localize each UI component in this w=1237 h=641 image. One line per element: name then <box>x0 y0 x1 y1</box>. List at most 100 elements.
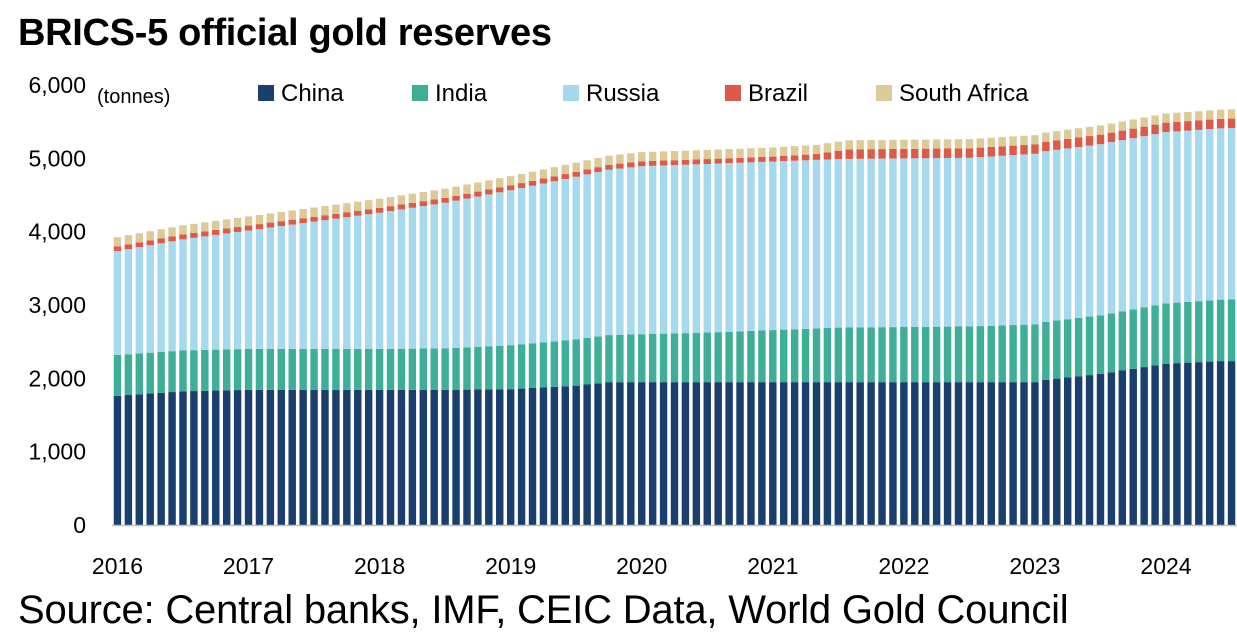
bar-south-africa <box>485 180 493 190</box>
bar-india <box>867 327 875 383</box>
bar-brazil <box>572 171 580 177</box>
bar-brazil <box>714 158 722 164</box>
bar-brazil <box>212 230 220 235</box>
y-axis: 0 1,000 2,000 3,000 4,000 5,000 6,000 <box>28 72 86 538</box>
bar-russia <box>889 158 897 328</box>
bar-brazil <box>1063 138 1072 149</box>
bar-brazil <box>900 148 908 159</box>
legend-swatch <box>876 85 892 101</box>
bar-brazil <box>692 159 701 165</box>
bar-russia <box>201 236 209 350</box>
bar-india <box>441 348 449 390</box>
bar-south-africa <box>463 184 471 194</box>
bar-brazil <box>845 149 853 159</box>
bar-russia <box>124 249 133 355</box>
bar-india <box>1173 302 1181 364</box>
bar-russia <box>474 196 482 347</box>
bar-china <box>943 382 952 525</box>
bar-south-africa <box>1096 125 1105 135</box>
bar-south-africa <box>1205 110 1214 120</box>
bar-south-africa <box>550 167 559 177</box>
bar-india <box>463 347 471 390</box>
bar-south-africa <box>190 223 198 233</box>
bar-south-africa <box>124 235 133 245</box>
bar-india <box>255 348 264 390</box>
bar-russia <box>801 160 810 329</box>
bar-india <box>998 325 1006 383</box>
bar-russia <box>1118 140 1127 312</box>
bar-india <box>430 348 438 390</box>
bar-china <box>638 382 646 525</box>
bar-india <box>812 328 821 383</box>
bar-china <box>212 390 220 525</box>
bar-south-africa <box>222 219 231 229</box>
bar-china <box>976 382 985 525</box>
bar-china <box>299 389 307 525</box>
bar-china <box>201 390 209 525</box>
bar-south-africa <box>1195 111 1203 121</box>
bar-south-africa <box>1107 123 1116 133</box>
bar-brazil <box>299 218 307 224</box>
bar-india <box>954 326 963 383</box>
bar-south-africa <box>889 139 897 149</box>
bar-china <box>1195 362 1203 525</box>
bar-russia <box>419 206 427 349</box>
bar-russia <box>812 159 821 329</box>
bar-south-africa <box>332 204 340 214</box>
bar-china <box>812 382 821 525</box>
bar-south-africa <box>703 149 711 160</box>
bar-india <box>572 339 580 386</box>
bar-south-africa <box>375 198 384 208</box>
bar-brazil <box>474 191 482 197</box>
bar-india <box>506 345 515 390</box>
bar-russia <box>343 217 351 349</box>
bar-india <box>496 345 504 390</box>
bar-south-africa <box>714 149 722 159</box>
bar-india <box>889 327 897 383</box>
bar-south-africa <box>430 190 438 200</box>
bar-area <box>113 109 1236 525</box>
bar-south-africa <box>1162 113 1170 123</box>
bar-china <box>1074 376 1083 525</box>
bar-brazil <box>703 159 711 164</box>
bar-brazil <box>441 197 449 203</box>
bar-india <box>146 352 154 394</box>
bar-russia <box>1227 128 1236 300</box>
bar-india <box>168 351 176 393</box>
bar-russia <box>496 192 504 346</box>
bar-brazil <box>168 236 176 242</box>
bar-china <box>321 389 329 525</box>
bar-brazil <box>310 216 318 222</box>
bar-india <box>517 344 526 389</box>
bar-india <box>703 332 711 383</box>
bar-china <box>1227 361 1236 525</box>
bar-china <box>1151 365 1159 525</box>
bar-china <box>397 389 406 525</box>
bar-russia <box>332 218 340 349</box>
bar-china <box>736 382 744 525</box>
bar-india <box>1129 309 1137 369</box>
bar-brazil <box>506 185 515 191</box>
bar-south-africa <box>1184 111 1192 122</box>
bar-india <box>244 348 253 390</box>
bar-brazil <box>354 210 362 216</box>
bar-russia <box>364 214 373 349</box>
bar-russia <box>397 209 406 349</box>
bar-russia <box>1053 149 1061 321</box>
bar-russia <box>900 158 908 327</box>
bar-russia <box>266 227 275 349</box>
bar-south-africa <box>233 217 242 228</box>
bar-south-africa <box>1140 117 1148 127</box>
bar-india <box>1042 321 1050 380</box>
bar-south-africa <box>496 178 504 188</box>
bar-russia <box>1129 138 1137 310</box>
bar-china <box>332 389 340 525</box>
bar-china <box>965 382 974 525</box>
bar-russia <box>212 234 220 350</box>
bar-russia <box>932 158 941 327</box>
bar-south-africa <box>922 139 930 149</box>
bar-india <box>976 326 985 383</box>
bar-brazil <box>736 157 744 163</box>
bar-india <box>332 348 340 390</box>
bar-south-africa <box>976 138 985 148</box>
